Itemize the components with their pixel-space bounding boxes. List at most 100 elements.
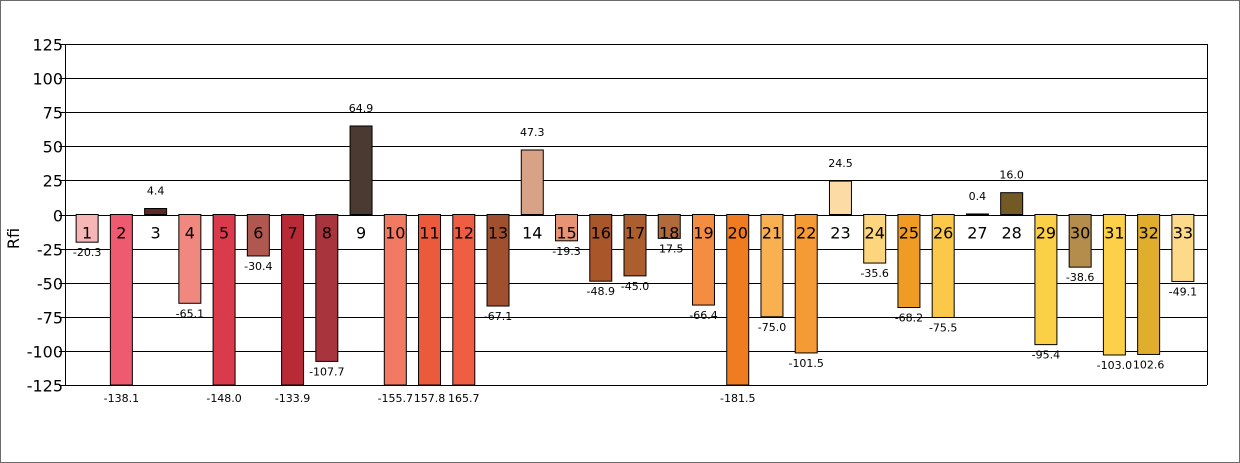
category-label: 3 [151,224,161,243]
category-label: 26 [933,224,953,243]
category-label: 29 [1036,224,1056,243]
data-label: -38.6 [1066,271,1094,284]
category-label: 12 [454,224,474,243]
data-label: -66.4 [689,309,717,322]
category-label: 22 [796,224,816,243]
bar [246,214,270,257]
bar [931,214,955,318]
category-label: 4 [185,224,195,243]
category-label: 32 [1138,224,1158,243]
data-label: 24.5 [828,157,853,170]
category-label: 19 [693,224,713,243]
bar [623,214,647,277]
bar [828,180,852,215]
y-tick-label: 25 [43,172,63,191]
category-label: 16 [591,224,611,243]
category-label: 28 [1001,224,1021,243]
y-tick-label: 0 [53,207,63,226]
data-label: -48.9 [587,285,615,298]
data-label: -68.2 [895,312,923,325]
bar [965,213,989,216]
bar [1000,192,1024,215]
bar [691,214,715,306]
data-label: -103.0 [1097,359,1132,372]
data-label: 157.8 [414,392,446,405]
data-label: 16.0 [999,169,1024,182]
bar [315,214,339,362]
data-label: -138.1 [104,392,139,405]
category-label: 8 [322,224,332,243]
category-label: 14 [522,224,542,243]
category-label: 23 [830,224,850,243]
bar [589,214,613,282]
category-label: 30 [1070,224,1090,243]
data-label: -17.5 [655,242,683,255]
bar [486,214,510,307]
bar [383,214,407,386]
bar [178,214,202,304]
data-label: -155.7 [378,392,413,405]
data-label: 102.6 [1133,358,1165,371]
category-label: 11 [419,224,439,243]
bar [1102,214,1126,356]
category-label: 31 [1104,224,1124,243]
y-tick-label: -100 [27,343,63,362]
category-labels: 1 2 3 4 5 6 7 8 9 10 11 12 13 14 15 16 17 18 19 20 21 22 23 24 2… [82,224,1193,243]
category-label: 33 [1173,224,1193,243]
data-label: -133.9 [275,392,310,405]
data-label: -49.1 [1169,285,1197,298]
data-label: -45.0 [621,280,649,293]
category-label: 25 [899,224,919,243]
category-label: 13 [488,224,508,243]
bar [109,214,133,386]
category-label: 18 [659,224,679,243]
bar [1137,214,1161,355]
bar [863,214,887,264]
category-label: 9 [356,224,366,243]
bar [1034,214,1058,346]
category-label: 27 [967,224,987,243]
data-label: 0.4 [969,190,987,203]
y-tick-label: -50 [37,275,63,294]
data-label: 64.9 [349,102,374,115]
y-tick-label: 125 [32,36,63,55]
data-label: -181.5 [720,392,755,405]
data-label: -67.1 [484,310,512,323]
data-label: -107.7 [309,365,344,378]
y-axis-label: Rfi [4,228,23,249]
category-label: 24 [865,224,885,243]
category-label: 1 [82,224,92,243]
bar [212,214,236,386]
category-label: 15 [556,224,576,243]
y-tick-label: -125 [27,377,63,396]
data-label: -30.4 [244,260,272,273]
data-labels: -20.3 -138.1 4.4 -65.1 -148.0 -30.4 -133.9 -107… [73,102,1197,405]
bar [520,149,544,215]
data-label: -75.5 [929,321,957,334]
category-label: 20 [728,224,748,243]
category-label: 6 [253,224,263,243]
data-label: -65.1 [176,307,204,320]
data-label: -75.0 [758,321,786,334]
data-label: -101.5 [788,357,823,370]
bar [794,214,818,354]
bars [75,125,1195,386]
data-label: -19.3 [552,245,580,258]
bar [452,214,476,386]
bar [418,214,442,386]
data-label: -95.4 [1032,349,1060,362]
data-label: -148.0 [206,392,241,405]
bar [760,214,784,318]
y-tick-label: 100 [32,70,63,89]
y-tick-label: -75 [37,309,63,328]
bar [75,214,99,243]
category-label: 10 [385,224,405,243]
bar [555,214,579,242]
category-label: 2 [116,224,126,243]
data-label: -20.3 [73,246,101,259]
bar [897,214,921,309]
bar [1068,214,1092,268]
y-tick-label: 50 [43,138,63,157]
